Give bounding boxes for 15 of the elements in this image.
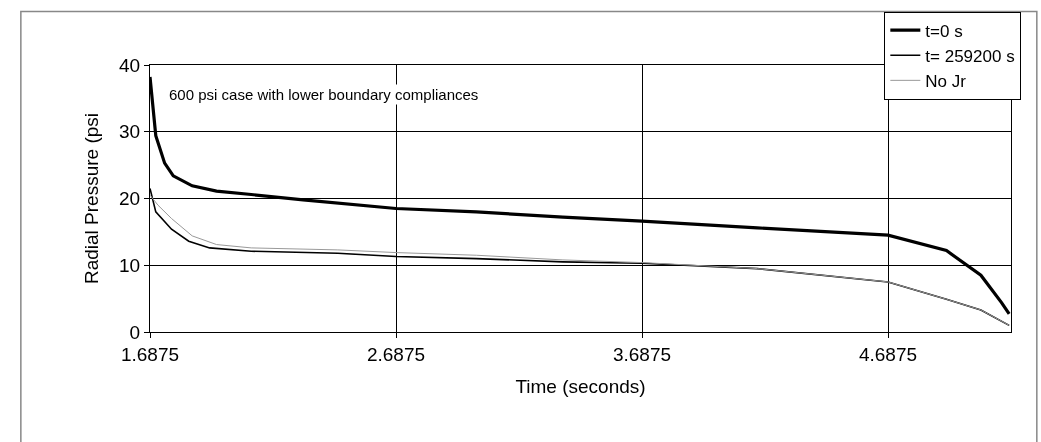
y-tick-label: 20 — [119, 188, 141, 210]
y-tick-label: 0 — [129, 321, 141, 343]
y-tick-label: 30 — [119, 121, 141, 143]
y-tick-label: 40 — [119, 54, 141, 76]
annotation: 600 psi case with lower boundary compliances — [169, 86, 479, 103]
legend-label: No Jr — [925, 71, 967, 91]
x-axis-title: Time (seconds) — [515, 375, 646, 397]
x-tick-label: 1.6875 — [120, 343, 180, 365]
y-axis-title: Radial Pressure (psi — [80, 112, 102, 285]
legend-label: t=0 s — [925, 21, 963, 41]
x-tick-label: 3.6875 — [612, 343, 672, 365]
x-tick-label: 4.6875 — [858, 343, 918, 365]
y-tick-label: 10 — [119, 254, 141, 276]
legend-label: t= 259200 s — [925, 46, 1015, 66]
x-tick-label: 2.6875 — [366, 343, 426, 365]
